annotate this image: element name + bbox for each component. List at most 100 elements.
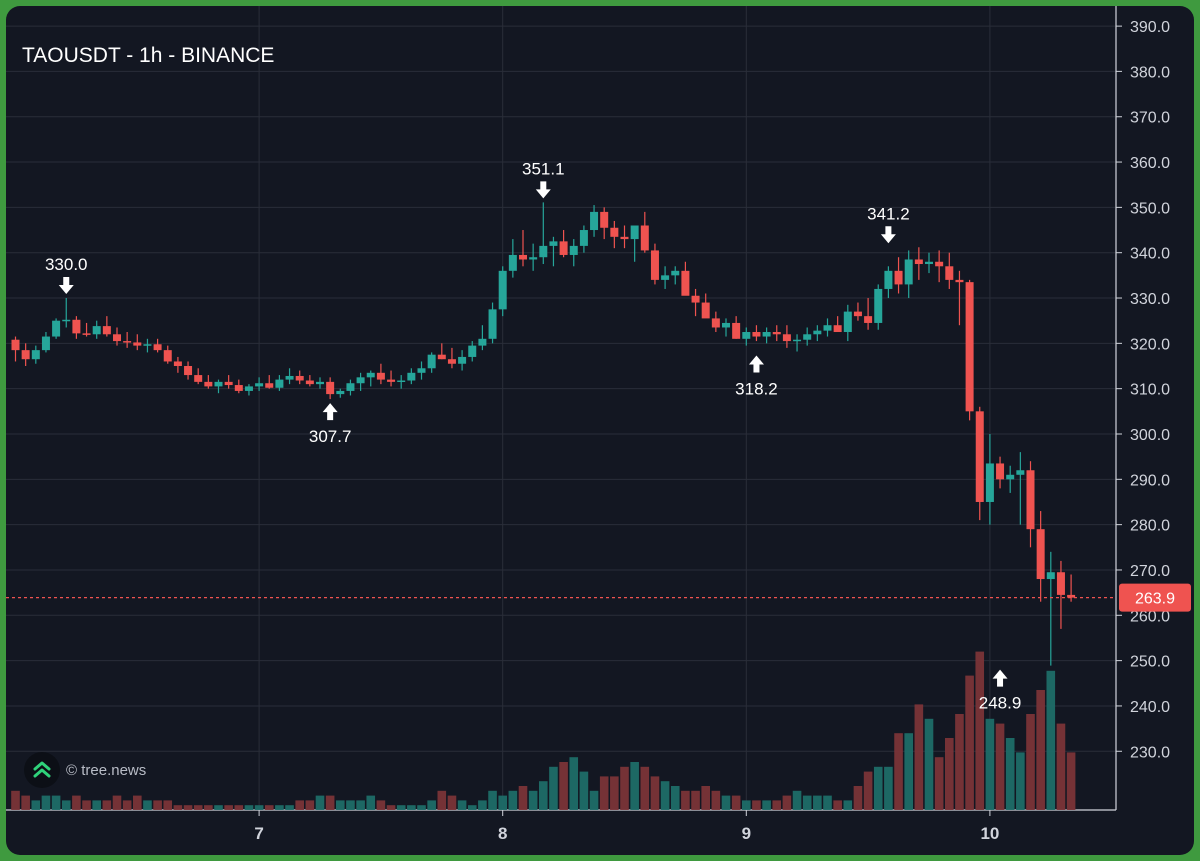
volume-bar [173, 805, 183, 810]
watermark: © tree.news [24, 752, 146, 788]
x-tick-label: 10 [980, 824, 999, 843]
volume-bar [1066, 752, 1076, 810]
volume-bar [153, 800, 162, 810]
volume-bar [620, 766, 629, 810]
volume-bar [295, 800, 304, 810]
volume-bar [305, 800, 315, 810]
candle-body [194, 375, 203, 382]
volume-bar [498, 795, 507, 810]
volume-bar [640, 766, 650, 810]
volume-bar [72, 795, 81, 810]
volume-bar [214, 805, 223, 810]
candle-body [376, 372, 385, 380]
candle-body [914, 259, 923, 265]
candle-body [630, 225, 639, 240]
candle-body [11, 339, 20, 351]
candle-body [52, 320, 61, 337]
candle-body [275, 379, 284, 388]
candle-body [925, 261, 933, 265]
candle-body [965, 282, 974, 412]
candle-body [782, 334, 791, 342]
volume-bar [1046, 670, 1056, 810]
volume-bar [985, 718, 995, 810]
volume-bar [742, 800, 751, 810]
candle-body [326, 381, 335, 395]
x-tick-label: 9 [742, 824, 751, 843]
volume-bar [701, 786, 710, 810]
volume-bar [569, 757, 579, 810]
candle-body [295, 375, 304, 381]
candle-body [387, 379, 396, 382]
volume-bar [102, 800, 112, 810]
y-tick-label: 260.0 [1130, 608, 1170, 625]
volume-bar [386, 805, 396, 810]
volume-bar [691, 790, 700, 810]
volume-bar [782, 795, 792, 810]
volume-bar [762, 800, 771, 810]
candle-body [894, 270, 903, 285]
volume-bar [417, 805, 426, 810]
candle-body [102, 326, 111, 335]
volume-bar [670, 786, 680, 810]
volume-bar [285, 805, 294, 810]
volume-bar [1016, 752, 1025, 810]
candle-body [519, 254, 527, 260]
candle-body [346, 383, 355, 391]
candle-body [468, 345, 477, 357]
candle-body [671, 270, 680, 276]
volume-bar [721, 795, 731, 810]
volume-bar [589, 790, 599, 810]
watermark-text: © tree.news [66, 761, 147, 779]
volume-bar [407, 805, 416, 810]
volume-bar [650, 776, 660, 810]
candle-body [620, 236, 629, 240]
volume-bar [31, 800, 41, 810]
candle-body [123, 341, 132, 343]
y-tick-label: 300.0 [1130, 427, 1170, 444]
volume-bar [447, 795, 457, 810]
candle-body [935, 261, 944, 267]
candle-body [742, 332, 751, 339]
candle-body [610, 227, 619, 237]
candle-body [458, 356, 467, 364]
candlestick-chart[interactable]: 230.0 240.0 250.0 260.0 270.0 280.0 290.0 300.0… [6, 6, 1194, 855]
volume-bar [508, 790, 518, 810]
candle-body [559, 241, 568, 255]
volume-bar [599, 776, 609, 810]
candle-body [478, 338, 487, 346]
volume-bar [315, 795, 325, 810]
volume-bar [884, 766, 893, 810]
arrow-down-icon [880, 226, 896, 244]
volume-bar [224, 805, 233, 810]
volume-bar [133, 795, 142, 810]
high-marker: 351.1 [522, 159, 565, 199]
volume-bar [894, 733, 903, 810]
candle-body [92, 326, 101, 335]
annotation-label: 318.2 [735, 380, 778, 399]
volume-bar [549, 766, 558, 810]
volume-bar [336, 800, 345, 810]
volume-bar [792, 790, 802, 810]
annotation-label: 248.9 [979, 694, 1022, 713]
arrow-down-icon [58, 277, 74, 295]
volume-bar [772, 800, 782, 810]
arrow-down-icon [535, 181, 551, 199]
volume-bar [366, 795, 376, 810]
y-tick-label: 270.0 [1130, 563, 1170, 580]
volume-bar [346, 800, 355, 810]
volume-bar [559, 762, 568, 810]
annotation-label: 351.1 [522, 159, 565, 178]
y-tick-label: 320.0 [1130, 336, 1170, 353]
volume-bar [234, 805, 244, 810]
candle-body [661, 275, 670, 280]
volume-bar [457, 800, 467, 810]
candle-body [1026, 470, 1035, 530]
volume-bar [965, 675, 974, 810]
candle-body [113, 334, 121, 342]
candle-body [498, 270, 507, 310]
volume-bar [264, 805, 274, 810]
volume-bar [630, 762, 639, 810]
volume-bar [92, 800, 101, 810]
volume-bar [254, 805, 264, 810]
y-tick-label: 390.0 [1130, 19, 1170, 36]
